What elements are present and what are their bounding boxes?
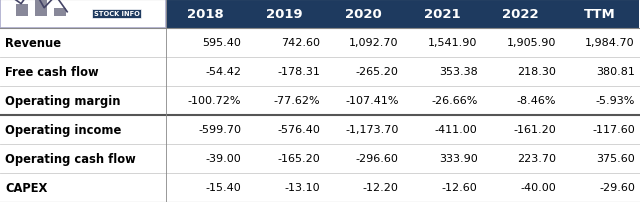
Text: -296.60: -296.60 (356, 154, 399, 164)
Text: 2018: 2018 (188, 8, 224, 21)
Text: -54.42: -54.42 (205, 67, 241, 77)
Text: CAPEX: CAPEX (5, 181, 47, 194)
Text: -5.93%: -5.93% (595, 96, 635, 106)
Text: -411.00: -411.00 (435, 125, 477, 135)
Bar (0, 58, 640, 87)
Text: 2021: 2021 (424, 8, 460, 21)
Text: -576.40: -576.40 (277, 125, 320, 135)
Bar (35, 0, 47, 17)
Text: -599.70: -599.70 (198, 125, 241, 135)
Text: -12.60: -12.60 (442, 183, 477, 193)
Text: 218.30: 218.30 (517, 67, 556, 77)
Text: 223.70: 223.70 (517, 154, 556, 164)
Text: -265.20: -265.20 (356, 67, 399, 77)
Text: 2020: 2020 (345, 8, 381, 21)
Bar (0, 0, 166, 29)
Text: -12.20: -12.20 (363, 183, 399, 193)
Text: 1,905.90: 1,905.90 (507, 38, 556, 48)
Text: -15.40: -15.40 (205, 183, 241, 193)
Text: Operating margin: Operating margin (5, 95, 120, 107)
Text: -100.72%: -100.72% (188, 96, 241, 106)
Text: Operating income: Operating income (5, 123, 122, 136)
Text: -77.62%: -77.62% (273, 96, 320, 106)
Bar (166, 0, 639, 29)
Text: TTM: TTM (584, 8, 615, 21)
Bar (0, 115, 640, 144)
Text: -161.20: -161.20 (513, 125, 556, 135)
Text: 375.60: 375.60 (596, 154, 635, 164)
Text: -107.41%: -107.41% (345, 96, 399, 106)
Text: 595.40: 595.40 (202, 38, 241, 48)
Text: -1,173.70: -1,173.70 (346, 125, 399, 135)
Text: -117.60: -117.60 (592, 125, 635, 135)
Text: -40.00: -40.00 (520, 183, 556, 193)
Text: -13.10: -13.10 (284, 183, 320, 193)
Text: -165.20: -165.20 (277, 154, 320, 164)
Bar (16, 5, 28, 17)
Bar (0, 173, 640, 202)
Text: -26.66%: -26.66% (431, 96, 477, 106)
Text: 333.90: 333.90 (438, 154, 477, 164)
Text: 353.38: 353.38 (438, 67, 477, 77)
Text: -8.46%: -8.46% (516, 96, 556, 106)
Text: -178.31: -178.31 (277, 67, 320, 77)
Bar (54, 9, 66, 17)
Text: 1,092.70: 1,092.70 (349, 38, 399, 48)
Text: 742.60: 742.60 (281, 38, 320, 48)
Bar (0, 29, 640, 58)
Text: Revenue: Revenue (5, 37, 61, 50)
Text: -39.00: -39.00 (205, 154, 241, 164)
Text: 2019: 2019 (266, 8, 303, 21)
Text: 380.81: 380.81 (596, 67, 635, 77)
Text: 1,984.70: 1,984.70 (585, 38, 635, 48)
Text: -29.60: -29.60 (599, 183, 635, 193)
Bar (0, 87, 640, 115)
Text: 1,541.90: 1,541.90 (428, 38, 477, 48)
Text: 2022: 2022 (502, 8, 539, 21)
Text: Free cash flow: Free cash flow (5, 66, 99, 79)
Text: Operating cash flow: Operating cash flow (5, 152, 136, 165)
Bar (0, 144, 640, 173)
Text: STOCK INFO: STOCK INFO (93, 12, 140, 17)
